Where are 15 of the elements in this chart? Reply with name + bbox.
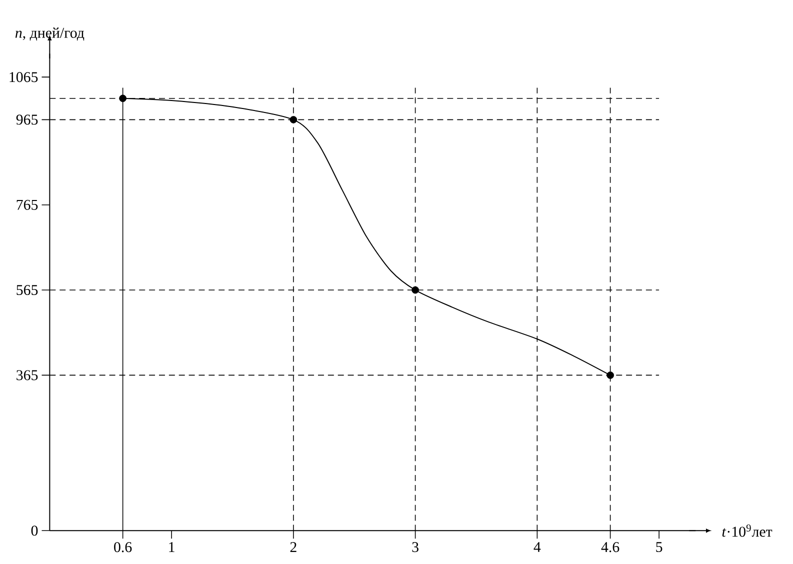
y-tick-label: 0 <box>31 525 38 536</box>
y-tick-label: 765 <box>16 200 38 210</box>
x-tick-label: 5 <box>656 542 662 552</box>
x-tick-label: 4 <box>534 542 541 552</box>
x-tick-label: 0.6 <box>114 542 132 552</box>
y-tick-label: 1065 <box>10 72 38 82</box>
x-axis-title: t·10$^{9}$лет <box>722 524 772 537</box>
y-axis-title: n, дней/год <box>15 27 84 40</box>
y-tick-label: 965 <box>16 114 38 124</box>
x-tick-label: 2 <box>290 542 296 552</box>
x-tick-label: 3 <box>412 542 418 552</box>
y-tick-label: 365 <box>16 370 38 380</box>
x-tick-label: 1 <box>169 542 174 552</box>
y-tick-label: 565 <box>16 284 38 295</box>
x-tick-label: 4.6 <box>601 542 620 552</box>
